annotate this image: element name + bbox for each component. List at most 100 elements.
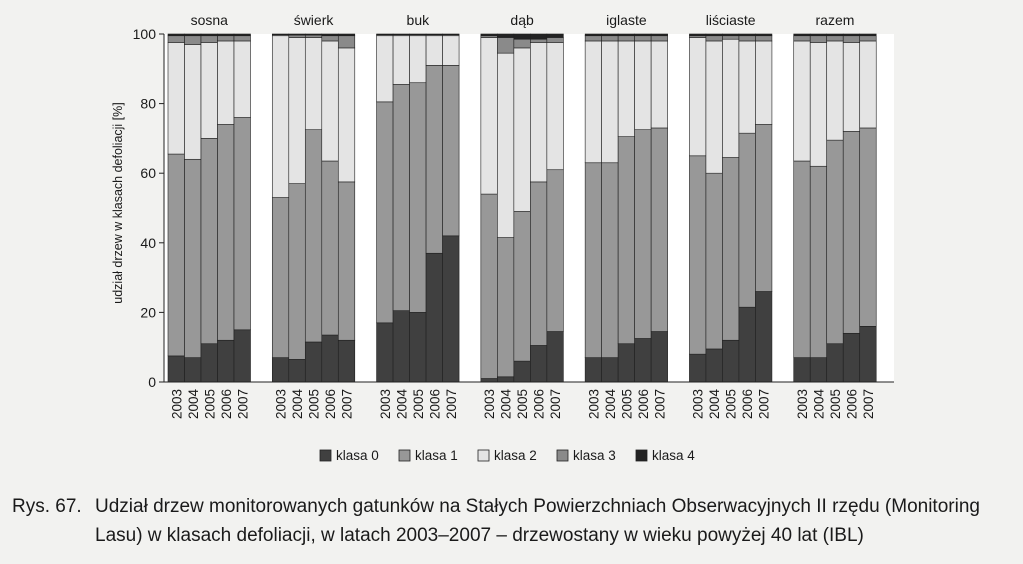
group-label: dąb bbox=[510, 12, 534, 28]
bar-segment bbox=[217, 40, 235, 125]
bar-segment bbox=[409, 35, 427, 84]
bar-segment bbox=[167, 153, 185, 357]
bar-segment bbox=[200, 35, 218, 44]
bar-segment bbox=[722, 339, 740, 383]
bar-segment bbox=[337, 47, 356, 183]
x-tick-label: 2004 bbox=[707, 389, 722, 420]
bar-segment bbox=[705, 33, 723, 37]
legend-label: klasa 3 bbox=[573, 448, 616, 463]
bar-segment bbox=[376, 33, 394, 35]
bar-segment bbox=[546, 37, 564, 43]
bar-segment bbox=[842, 42, 861, 132]
bar-segment bbox=[722, 35, 740, 40]
bar-segment bbox=[513, 360, 531, 383]
bar-segment bbox=[859, 40, 877, 129]
bar-segment bbox=[530, 345, 548, 383]
bar-segment bbox=[793, 35, 811, 42]
y-axis-label: udział drzew w klasach defoliacji [%] bbox=[111, 102, 125, 303]
bar-segment bbox=[601, 35, 619, 42]
x-tick-label: 2005 bbox=[202, 389, 217, 419]
x-tick-label: 2006 bbox=[740, 389, 755, 419]
bar-segment bbox=[233, 33, 251, 37]
bar-segment bbox=[321, 33, 339, 37]
bar-segment bbox=[826, 33, 844, 37]
bar-segment bbox=[233, 117, 251, 331]
bar-segment bbox=[617, 40, 635, 137]
bar-segment bbox=[842, 332, 861, 383]
x-tick-label: 2003 bbox=[586, 389, 601, 419]
bar-segment bbox=[842, 131, 861, 334]
bar-segment bbox=[271, 33, 290, 35]
bar-segment bbox=[793, 357, 811, 383]
group-label: liściaste bbox=[706, 12, 756, 28]
x-tick-label: 2007 bbox=[861, 389, 876, 419]
bar-segment bbox=[304, 37, 323, 131]
bar-segment bbox=[859, 33, 877, 37]
bar-segment bbox=[480, 33, 498, 37]
bar-segment bbox=[409, 82, 427, 313]
bar-segment bbox=[409, 312, 427, 383]
legend-swatch bbox=[477, 449, 490, 462]
x-tick-label: 2003 bbox=[169, 389, 184, 419]
group-label: świerk bbox=[294, 12, 335, 28]
x-tick-label: 2007 bbox=[444, 389, 459, 419]
bar-segment bbox=[809, 357, 828, 383]
bar-segment bbox=[584, 35, 602, 42]
bar-segment bbox=[634, 338, 652, 383]
x-tick-label: 2007 bbox=[548, 389, 563, 419]
y-tick-label: 20 bbox=[140, 304, 156, 320]
bar-segment bbox=[546, 33, 564, 38]
bar-segment bbox=[755, 124, 773, 292]
x-tick-label: 2005 bbox=[411, 389, 426, 419]
bar-segment bbox=[809, 165, 828, 358]
bar-segment bbox=[184, 44, 202, 160]
bar-segment bbox=[321, 35, 339, 42]
bar-segment bbox=[689, 33, 707, 37]
bar-segment bbox=[271, 35, 290, 198]
bar-segment bbox=[167, 35, 185, 44]
bar-segment bbox=[392, 84, 410, 311]
bar-segment bbox=[859, 127, 877, 327]
x-tick-label: 2006 bbox=[532, 389, 547, 419]
bar-segment bbox=[376, 322, 394, 383]
bar-segment bbox=[634, 33, 652, 37]
bar-segment bbox=[271, 357, 290, 383]
x-tick-label: 2005 bbox=[515, 389, 530, 419]
bar-segment bbox=[184, 33, 202, 37]
x-tick-label: 2004 bbox=[499, 389, 514, 420]
x-tick-label: 2005 bbox=[619, 389, 634, 419]
bar-segment bbox=[513, 38, 531, 49]
bar-segment bbox=[200, 138, 218, 345]
y-tick-label: 100 bbox=[133, 26, 157, 42]
bar-segment bbox=[650, 127, 668, 332]
y-tick-label: 40 bbox=[140, 235, 156, 251]
bar-segment bbox=[530, 38, 548, 44]
bar-segment bbox=[530, 42, 548, 183]
bar-segment bbox=[304, 34, 323, 38]
bar-segment bbox=[689, 155, 707, 355]
x-tick-label: 2004 bbox=[603, 389, 618, 420]
bar-segment bbox=[442, 65, 460, 237]
bar-segment bbox=[425, 252, 443, 383]
bar-segment bbox=[634, 40, 652, 130]
x-tick-label: 2003 bbox=[274, 389, 289, 419]
bar-segment bbox=[705, 35, 723, 42]
bar-segment bbox=[650, 331, 668, 383]
x-tick-label: 2004 bbox=[394, 389, 409, 420]
bar-segment bbox=[497, 52, 515, 238]
bar-segment bbox=[650, 33, 668, 37]
bar-segment bbox=[304, 341, 323, 383]
bar-segment bbox=[601, 357, 619, 383]
x-tick-label: 2006 bbox=[323, 389, 338, 419]
x-tick-label: 2005 bbox=[724, 389, 739, 419]
bar-segment bbox=[480, 193, 498, 379]
bar-segment bbox=[442, 33, 460, 35]
bar-segment bbox=[376, 35, 394, 103]
x-tick-label: 2005 bbox=[828, 389, 843, 419]
bar-segment bbox=[617, 35, 635, 42]
bar-segment bbox=[634, 35, 652, 42]
y-tick-label: 80 bbox=[140, 96, 156, 112]
bar-segment bbox=[304, 33, 323, 36]
bar-segment bbox=[842, 33, 861, 37]
